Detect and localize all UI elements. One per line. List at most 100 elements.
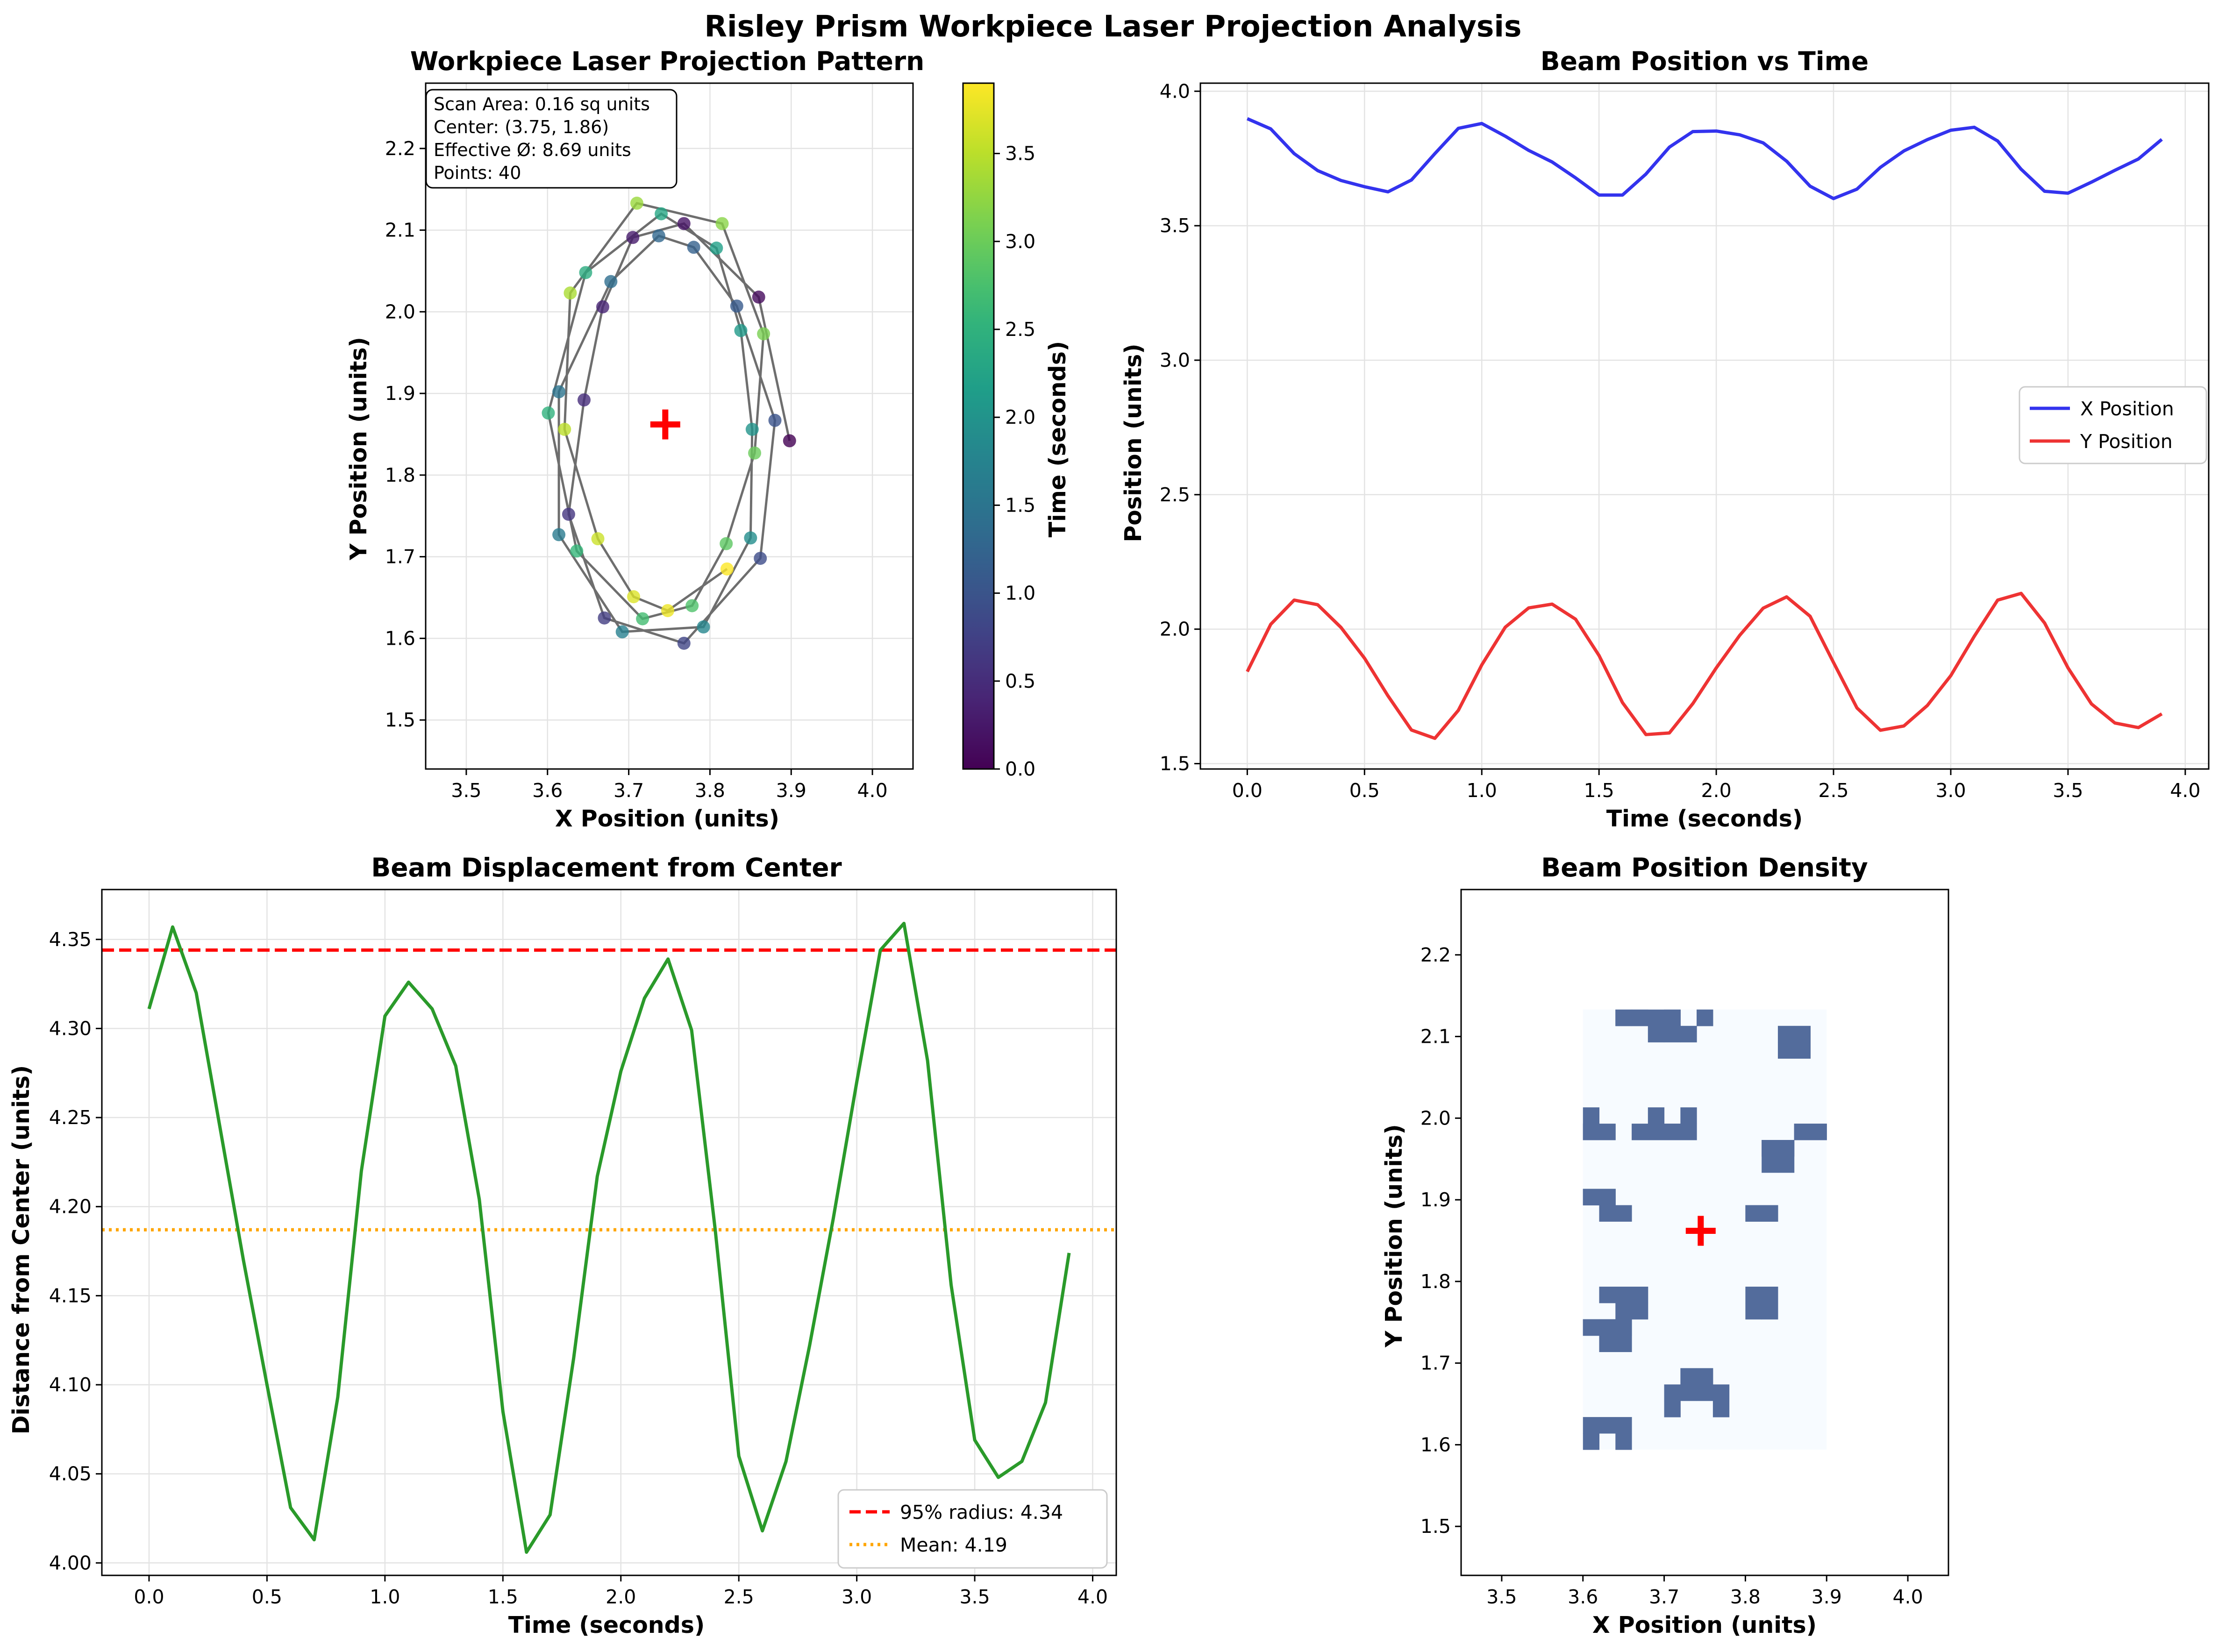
- colorbar-tick-label: 3.5: [1005, 142, 1035, 165]
- legend-x-position: X Position: [2080, 398, 2174, 420]
- x-tick-label: 1.5: [488, 1586, 518, 1608]
- projection-point: [596, 300, 609, 313]
- density-panel: Beam Position Density 3.5 3.6 3.7 3.8 3.9 4.0…: [1381, 853, 1949, 1638]
- y-tick-label: 1.5: [385, 709, 415, 731]
- position-legend-frame: [2019, 386, 2207, 464]
- density-cell: [1745, 1303, 1762, 1320]
- density-cell: [1762, 1205, 1778, 1222]
- density-cell: [1632, 1303, 1648, 1320]
- projection-point: [627, 590, 641, 604]
- colorbar-tick-label: 2.5: [1005, 318, 1035, 341]
- density-cell: [1664, 1401, 1681, 1417]
- x-tick-label: 1.0: [1467, 779, 1497, 802]
- density-cell: [1794, 1025, 1811, 1043]
- x-tick-label: 0.0: [1232, 779, 1263, 802]
- x-tick-label: 3.9: [776, 779, 806, 802]
- density-cell: [1697, 1368, 1713, 1385]
- y-tick-label: 1.7: [385, 546, 415, 568]
- figure-title: Risley Prism Workpiece Laser Projection …: [705, 9, 1522, 43]
- x-tick-label: 3.8: [1730, 1586, 1761, 1608]
- y-tick-label: 2.2: [1420, 944, 1451, 966]
- projection-point: [768, 413, 782, 427]
- x-tick-label: 3.5: [2053, 779, 2083, 802]
- density-cell: [1615, 1286, 1632, 1303]
- density-cell: [1615, 1335, 1632, 1353]
- position-time-xlabel: Time (seconds): [1606, 805, 1803, 832]
- projection-point: [685, 599, 699, 612]
- projection-point: [579, 266, 592, 279]
- position-time-legend: X Position Y Position: [2019, 386, 2207, 464]
- y-tick-label: 1.9: [1420, 1189, 1451, 1211]
- projection-point: [720, 537, 733, 550]
- colorbar-label: Time (seconds): [1044, 341, 1071, 538]
- y-tick-label: 1.5: [1420, 1515, 1451, 1538]
- density-cell: [1615, 1009, 1632, 1026]
- x-tick-label: 2.5: [1818, 779, 1848, 802]
- density-cell: [1680, 1124, 1697, 1140]
- density-cell: [1712, 1384, 1730, 1401]
- density-cell: [1762, 1140, 1778, 1157]
- position-time-plot-area: [1246, 117, 2163, 740]
- density-cell: [1745, 1205, 1762, 1222]
- series-x-position: [1246, 117, 2163, 200]
- density-cell: [1664, 1124, 1681, 1140]
- projection-point: [562, 507, 575, 521]
- y-tick-label: 4.25: [49, 1106, 92, 1129]
- y-tick-label: 4.35: [49, 928, 92, 951]
- density-cell: [1599, 1335, 1616, 1353]
- density-cell: [1680, 1384, 1697, 1401]
- projection-info-box: Scan Area: 0.16 sq units Center: (3.75, …: [425, 89, 678, 189]
- density-cell: [1680, 1107, 1697, 1124]
- projection-point: [677, 217, 691, 230]
- density-cell: [1615, 1205, 1632, 1222]
- density-title: Beam Position Density: [1541, 853, 1868, 883]
- x-tick-label: 3.5: [451, 779, 481, 802]
- density-cell: [1599, 1319, 1616, 1336]
- y-tick-label: 1.6: [385, 627, 415, 649]
- colorbar-tick-label: 0.5: [1005, 670, 1035, 692]
- density-plot-area: [1583, 1009, 1827, 1450]
- x-tick-label: 3.0: [842, 1586, 872, 1608]
- y-tick-label: 1.8: [385, 464, 415, 486]
- density-xlabel: X Position (units): [1592, 1612, 1817, 1638]
- displacement-axes: 0.0 0.5 1.0 1.5 2.0 2.5 3.0 3.5 4.0 4.00 4.05 4.10 4…: [49, 889, 1117, 1608]
- y-tick-label: 4.0: [1160, 80, 1190, 102]
- x-tick-label: 3.7: [614, 779, 644, 802]
- displacement-legend: 95% radius: 4.34 Mean: 4.19: [837, 1489, 1108, 1569]
- series-y-position: [1246, 591, 2163, 740]
- info-effective-diameter: Effective Ø: 8.69 units: [434, 140, 631, 160]
- projection-path: [547, 202, 791, 645]
- projection-point: [720, 562, 734, 576]
- density-cell: [1762, 1156, 1778, 1173]
- position-time-axes: 0.0 0.5 1.0 1.5 2.0 2.5 3.0 3.5 4.0 1.5 2.0 2.5 3.0 3…: [1160, 80, 2210, 802]
- projection-point: [744, 531, 757, 545]
- projection-point: [564, 286, 577, 300]
- density-axes: 3.5 3.6 3.7 3.8 3.9 4.0 1.5 1.6 1.7 1.8 1.9 2.0 2.1 2…: [1420, 889, 1949, 1608]
- density-cell: [1745, 1286, 1762, 1303]
- colorbar-tick-label: 3.0: [1005, 230, 1035, 253]
- x-tick-label: 1.0: [370, 1586, 400, 1608]
- projection-point: [577, 393, 591, 407]
- density-cell: [1697, 1384, 1713, 1401]
- y-tick-label: 4.10: [49, 1374, 92, 1396]
- x-tick-label: 4.0: [2170, 779, 2200, 802]
- density-cell: [1632, 1286, 1648, 1303]
- projection-point: [591, 532, 605, 546]
- y-tick-label: 2.5: [1160, 484, 1190, 506]
- projection-xlabel: X Position (units): [555, 805, 779, 832]
- axes-frame: [101, 889, 1117, 1576]
- y-tick-label: 1.9: [385, 382, 415, 405]
- displacement-ylabel: Distance from Center (units): [8, 1065, 35, 1435]
- legend-mean: Mean: 4.19: [900, 1534, 1007, 1556]
- density-cell: [1583, 1107, 1600, 1124]
- projection-point: [730, 299, 743, 313]
- projection-point: [687, 241, 700, 254]
- projection-point: [677, 636, 691, 650]
- density-cell: [1648, 1025, 1665, 1043]
- y-tick-label: 4.30: [49, 1017, 92, 1040]
- displacement-legend-frame: [837, 1489, 1108, 1569]
- displacement-line: [147, 921, 1071, 1554]
- density-cell: [1583, 1189, 1600, 1206]
- position-time-title: Beam Position vs Time: [1541, 46, 1869, 76]
- projection-title: Workpiece Laser Projection Pattern: [410, 46, 925, 76]
